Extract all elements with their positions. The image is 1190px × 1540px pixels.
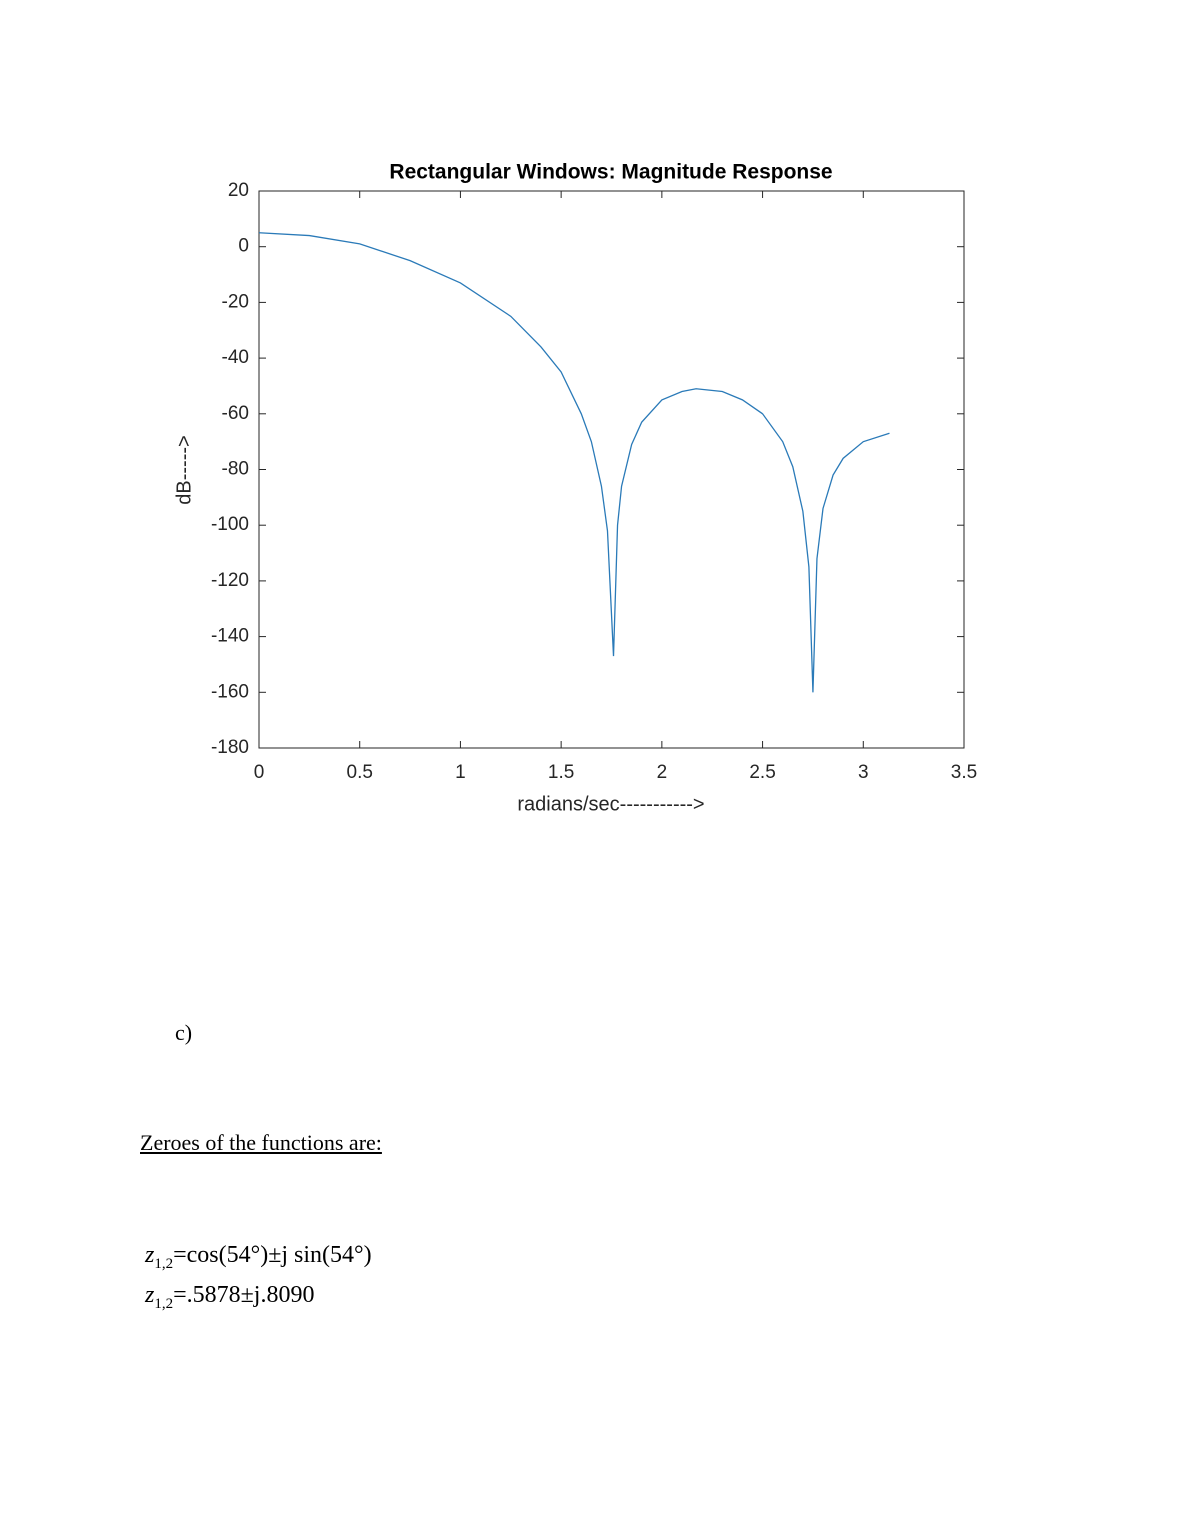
x-tick-label: 0 (254, 762, 265, 783)
x-tick-label: 2.5 (749, 762, 775, 783)
y-tick-label: -20 (222, 291, 249, 312)
x-tick-label: 3 (858, 762, 869, 783)
chart: Rectangular Windows: Magnitude Response … (173, 161, 977, 816)
x-tick-label: 1 (455, 762, 466, 783)
line-series (258, 232, 890, 693)
equation: z1,2=.5878±j.8090 (145, 1282, 314, 1313)
y-tick-label: -140 (211, 626, 249, 647)
y-tick-label: 20 (228, 180, 249, 201)
eq-subscript: 1,2 (154, 1255, 174, 1272)
x-tick-label: 0.5 (347, 762, 373, 783)
x-tick-label: 3.5 (951, 762, 977, 783)
y-tick-label: -120 (211, 570, 249, 591)
eq-var: z (145, 1282, 155, 1308)
eq-var: z (145, 1242, 155, 1268)
equation: z1,2=cos(54°)±j sin(54°) (145, 1242, 372, 1273)
y-tick-label: -80 (222, 459, 249, 480)
eq-rhs: =cos(54°)±j sin(54°) (173, 1242, 372, 1268)
y-axis-label: dB-----> (173, 435, 195, 504)
chart-title: Rectangular Windows: Magnitude Response (389, 161, 832, 184)
y-tick-label: -60 (222, 403, 249, 424)
eq-rhs: =.5878±j.8090 (173, 1282, 315, 1308)
section-label: c) (175, 1020, 193, 1045)
x-axis-label: radians/sec-----------> (517, 793, 704, 815)
heading: Zeroes of the functions are: (140, 1130, 382, 1155)
y-tick-label: -180 (211, 737, 249, 758)
x-tick-label: 2 (657, 762, 668, 783)
y-tick-label: 0 (238, 236, 249, 257)
y-tick-label: -40 (222, 347, 249, 368)
eq-subscript: 1,2 (154, 1295, 174, 1312)
y-tick-label: -160 (211, 681, 249, 702)
x-tick-label: 1.5 (548, 762, 574, 783)
plot-area (258, 190, 965, 749)
y-tick-label: -100 (211, 514, 249, 535)
